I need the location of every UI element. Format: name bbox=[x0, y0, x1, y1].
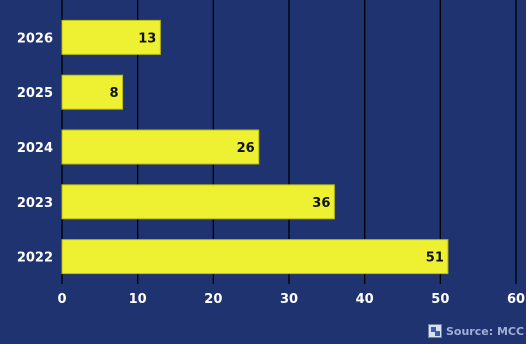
source-text: Source: MCC bbox=[446, 324, 525, 338]
category-label: 2024 bbox=[17, 141, 53, 156]
x-tick-label: 20 bbox=[204, 292, 222, 307]
bar-2026 bbox=[61, 19, 161, 55]
category-label: 2026 bbox=[17, 31, 53, 46]
source-note: Source: MCC bbox=[428, 324, 524, 338]
data-label: 36 bbox=[312, 196, 330, 211]
category-label: 2023 bbox=[17, 196, 53, 211]
bar-2024 bbox=[61, 129, 260, 165]
category-label: 2025 bbox=[17, 86, 53, 101]
x-tick-label: 60 bbox=[507, 292, 525, 307]
x-tick-labels: 0 10 20 30 40 50 60 bbox=[57, 292, 525, 307]
data-label: 13 bbox=[138, 31, 156, 46]
data-labels: 13 8 26 36 51 bbox=[109, 31, 443, 265]
bar-2025 bbox=[61, 74, 124, 110]
data-label: 51 bbox=[426, 251, 444, 266]
x-tick-label: 40 bbox=[356, 292, 374, 307]
bar-2022 bbox=[61, 239, 449, 275]
chart-source-icon bbox=[428, 324, 442, 338]
data-label: 26 bbox=[237, 141, 255, 156]
x-tick-label: 0 bbox=[57, 292, 66, 307]
x-tick-label: 30 bbox=[280, 292, 298, 307]
category-label: 2022 bbox=[17, 251, 53, 266]
category-labels: 2026 2025 2024 2023 2022 bbox=[17, 31, 53, 265]
data-label: 8 bbox=[109, 86, 118, 101]
x-tick-label: 10 bbox=[129, 292, 147, 307]
bars bbox=[61, 19, 449, 275]
x-tick-label: 50 bbox=[431, 292, 449, 307]
bar-2023 bbox=[61, 184, 335, 220]
